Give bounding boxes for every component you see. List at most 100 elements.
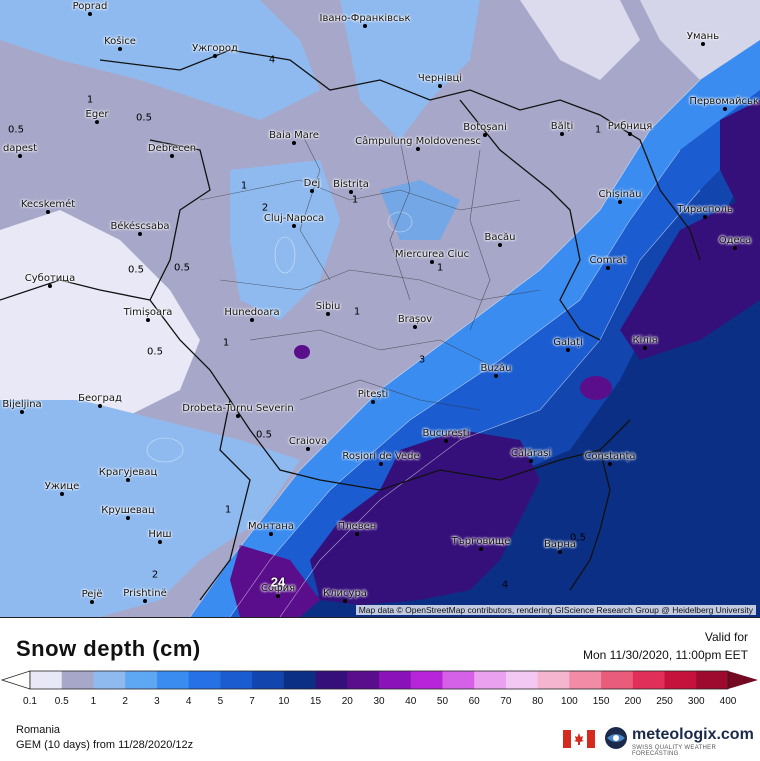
city-label: Ужгород [192,43,238,54]
meteologix-logo[interactable]: meteologix.com SWISS QUALITY WEATHER FOR… [604,724,754,757]
meteologix-globe-icon [605,727,627,749]
city-label: Первомайськ [689,96,759,107]
legend-title: Snow depth (cm) [16,636,201,661]
scale-swatch [537,671,570,689]
scale-swatch [474,671,507,689]
city-label: Bistrița [333,179,369,190]
contour-value-label: 1 [222,337,230,349]
city-marker [269,532,273,536]
scale-swatch [283,671,317,689]
scale-swatch [30,671,63,689]
contour-value-label: 0.5 [256,429,272,441]
scale-tick-label: 4 [185,696,192,707]
city-label: Івано-Франківськ [319,13,411,24]
city-marker [326,312,330,316]
city-marker [98,404,102,408]
city-label: București [422,428,470,439]
city-marker [126,478,130,482]
city-label: Тирасполь [677,204,733,215]
scale-swatch [188,671,221,689]
city-marker [343,599,347,603]
scale-swatch [156,671,190,689]
city-marker [170,154,174,158]
city-marker [250,318,254,322]
city-label: Kecskemét [20,199,76,210]
city-marker [643,346,647,350]
city-marker [363,24,367,28]
city-label: dapest [2,143,38,154]
city-marker [371,400,375,404]
city-label: Кілія [632,335,658,346]
scale-tick-label: 15 [309,696,322,707]
contour-value-label: 0.5 [174,262,190,274]
contour-value-label: 3 [418,354,426,366]
city-label: Miercurea Ciuc [394,249,470,260]
city-marker [292,224,296,228]
city-label: Pejë [81,589,103,600]
city-marker [349,190,353,194]
city-marker [88,12,92,16]
city-label: Constanța [584,451,636,462]
scale-tick-label: 1 [90,696,97,707]
city-label: Hunedoara [224,307,280,318]
contour-value-label: 2 [151,569,159,581]
scale-tick-label: 200 [624,696,642,707]
city-label: Рибниця [607,121,653,132]
contour-value-label: 0.5 [136,112,152,124]
city-label: Comrat [589,255,627,266]
city-label: Суботица [24,273,76,284]
scale-swatch [315,671,348,689]
city-marker [498,243,502,247]
city-marker [379,462,383,466]
logo-subtitle: SWISS QUALITY WEATHER FORECASTING [632,745,717,757]
canada-flag-icon [563,730,595,748]
city-marker [158,540,162,544]
scale-swatch [93,671,126,689]
city-label: Чернівці [417,73,463,84]
contour-value-label: 0.5 [570,532,586,544]
city-label: Drobeta-Turnu Severin [182,403,294,414]
city-label: Buzău [480,363,512,374]
city-label: Bacău [484,232,516,243]
city-marker [213,54,217,58]
city-marker [20,410,24,414]
city-label: Београд [78,393,122,404]
city-label: Călărași [510,448,552,459]
scale-swatch [632,671,666,689]
city-marker [483,133,487,137]
city-marker [416,147,420,151]
city-marker [703,215,707,219]
contour-value-label: 1 [594,124,602,136]
city-marker [306,447,310,451]
contour-value-label: 1 [353,306,361,318]
city-marker [48,284,52,288]
contour-value-label: 0.5 [147,346,163,358]
contour-value-label: 1 [436,262,444,274]
scale-tick-label: 5 [217,696,224,707]
city-marker [566,348,570,352]
city-label: Одеса [718,235,752,246]
city-label: Baia Mare [269,130,319,141]
city-label: Poprad [72,1,108,12]
contour-value-label: 0.5 [128,264,144,276]
city-marker [292,141,296,145]
scale-tick-label: 40 [405,696,417,707]
city-label: Ниш [148,529,172,540]
scale-tick-label: 400 [719,696,737,707]
city-marker [558,550,562,554]
scale-tick-label: 70 [500,696,512,707]
scale-swatch [379,671,412,689]
city-label: Dej [303,178,321,189]
peak-snow-label: 24 [270,574,286,590]
city-label: Ужице [44,481,80,492]
city-marker [60,492,64,496]
scale-tick-label: 7 [249,696,255,707]
contour-value-label: 1 [351,194,359,206]
scale-tick-label: 30 [373,696,385,707]
scale-tick-label: 3 [154,696,160,707]
scale-max-arrow [728,671,758,689]
city-label: Pitești [357,389,389,400]
city-marker [560,132,564,136]
city-marker [126,516,130,520]
scale-tick-label: 2 [122,696,128,707]
